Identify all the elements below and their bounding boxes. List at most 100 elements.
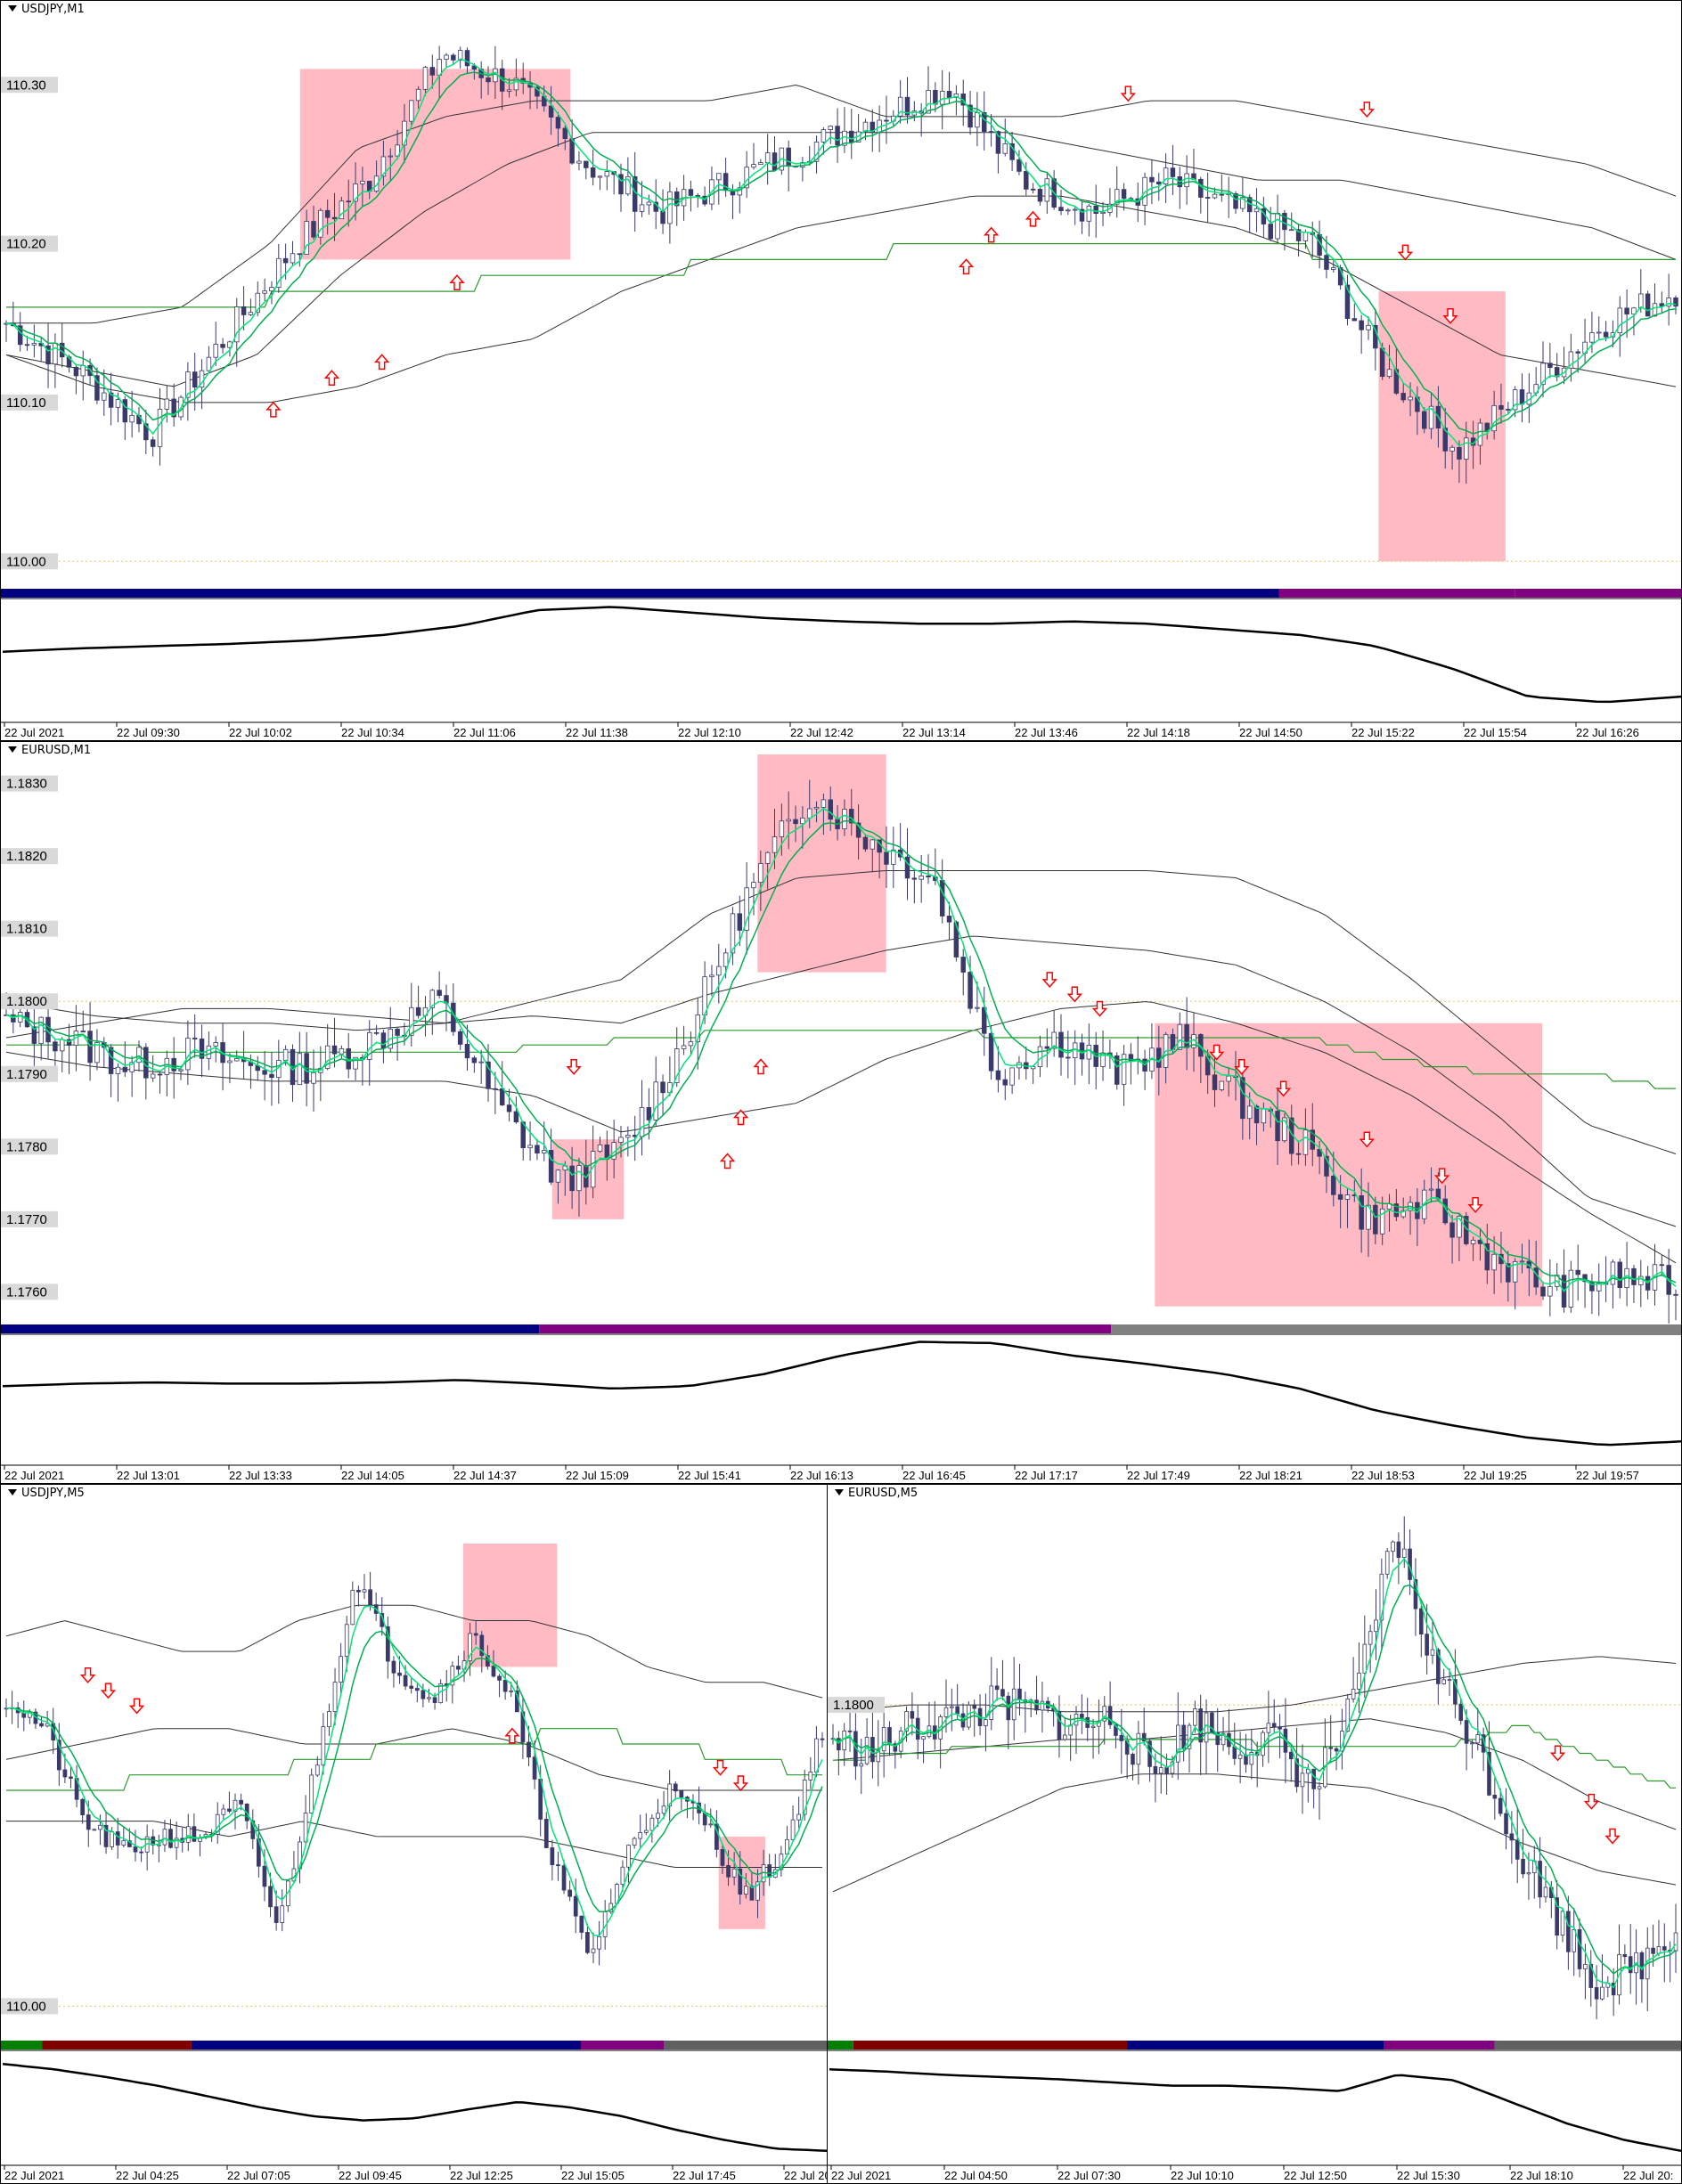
candle-body: [626, 1845, 631, 1868]
candle-body: [723, 952, 729, 967]
candle-body: [1425, 1634, 1429, 1656]
candle-body: [1492, 1794, 1498, 1799]
candle-body: [1617, 1261, 1623, 1289]
candle-body: [1068, 1724, 1073, 1736]
candle-body: [620, 1866, 625, 1885]
candle-body: [1351, 1689, 1356, 1699]
candle-body: [1611, 1983, 1616, 1996]
candle-body: [849, 130, 854, 143]
candle-body: [772, 836, 778, 853]
candle-body: [168, 1829, 173, 1848]
candle-body: [1662, 1946, 1667, 1951]
candle-body: [157, 408, 163, 447]
candle-body: [667, 191, 673, 224]
candle-body: [847, 1730, 853, 1732]
candle-body: [471, 1057, 478, 1063]
candle-body: [1253, 1105, 1260, 1124]
candle-body: [464, 1044, 470, 1059]
candle-body: [86, 1814, 91, 1830]
candle-body: [38, 1016, 44, 1044]
candle-body: [274, 1906, 279, 1923]
candle-body: [946, 916, 952, 923]
candle-body: [975, 112, 980, 128]
candle-body: [339, 1048, 345, 1055]
candle-body: [80, 1798, 86, 1816]
candle-body: [926, 90, 931, 114]
candle-body: [1066, 1056, 1071, 1059]
candle-body: [1512, 389, 1518, 411]
usdjpy-m5-chart[interactable]: 110.00 22 Jul 2021 22 Jul 04:25 22 Jul 07:0…: [1, 1485, 829, 2184]
candle-body: [639, 1106, 645, 1137]
price-label: 1.1800: [833, 1698, 874, 1713]
candle-body: [269, 1073, 274, 1079]
chevron-down-icon[interactable]: [8, 1489, 17, 1495]
candle-body: [1596, 1283, 1602, 1292]
sell-arrow-icon: [566, 1059, 582, 1075]
session-bar-segment: [664, 2041, 828, 2050]
candle-body: [157, 1073, 163, 1076]
sell-arrow-icon: [1359, 102, 1375, 118]
price-label-bg: [1, 1210, 58, 1227]
candle-body: [764, 152, 771, 163]
chart-pane-usdjpy-m5[interactable]: USDJPY,M5 110.00 22 Jul 2021 22 Jul 04:25 2…: [0, 1484, 829, 2184]
candle-body: [1198, 1708, 1203, 1743]
buy-arrow-icon: [504, 1727, 520, 1744]
candle-body: [1300, 1772, 1305, 1788]
price-label-bg: [1, 848, 58, 865]
candle-body: [967, 1704, 971, 1728]
candle-body: [643, 1830, 649, 1833]
highlight-box: [462, 1543, 558, 1667]
eurusd-m5-chart[interactable]: 1.1800 22 Jul 2021 22 Jul 04:50 22 Jul 07:3…: [828, 1485, 1682, 2184]
eurusd-m1-chart[interactable]: 1.1830 1.1820 1.1810 1.1800 1.1790 1.1780 1.17…: [1, 742, 1682, 1484]
candle-body: [1090, 1725, 1096, 1728]
candle-body: [1344, 284, 1351, 320]
candle-body: [220, 344, 225, 348]
candle-body: [1114, 189, 1120, 205]
session-bar-segment: [42, 2041, 192, 2050]
candle-body: [1442, 428, 1448, 452]
candle-body: [1058, 1031, 1064, 1058]
sell-arrow-icon: [1234, 1059, 1250, 1075]
candle-body: [1652, 303, 1658, 317]
candle-body: [437, 59, 442, 76]
candle-body: [1212, 1074, 1218, 1090]
candle-body: [1379, 1573, 1384, 1621]
candle-body: [1121, 189, 1127, 200]
chart-pane-usdjpy-m1[interactable]: USDJPY,M1 110.30 110.20 110.10 110.00 22 Jul…: [0, 0, 1682, 741]
candle-body: [1204, 197, 1211, 199]
candle-body: [380, 156, 387, 177]
candle-body: [946, 91, 952, 98]
chevron-down-icon[interactable]: [8, 5, 17, 12]
candle-body: [486, 1061, 491, 1089]
candle-body: [457, 50, 463, 61]
ema-fast-line: [5, 58, 1677, 447]
candle-body: [429, 67, 436, 76]
candle-body: [1504, 1813, 1508, 1835]
candle-body: [1175, 1724, 1180, 1763]
candle-body: [73, 366, 79, 377]
candle-body: [1519, 389, 1525, 405]
candle-body: [984, 1719, 988, 1726]
chart-pane-eurusd-m1[interactable]: EURUSD,M1 1.1830 1.1820 1.1810 1.1800 1.1790…: [0, 741, 1682, 1484]
time-label: 22 Jul 13:46: [1015, 726, 1078, 739]
chevron-down-icon[interactable]: [835, 1489, 844, 1495]
candle-body: [618, 174, 624, 195]
candle-body: [597, 1935, 601, 1950]
candle-body: [368, 1589, 372, 1606]
candle-body: [548, 105, 554, 118]
chevron-down-icon[interactable]: [8, 746, 17, 753]
candle-body: [171, 398, 176, 418]
candle-body: [837, 1738, 841, 1751]
candle-body: [39, 1723, 44, 1727]
candle-body: [1594, 1987, 1599, 2000]
candle-body: [591, 1948, 596, 1953]
usdjpy-m1-chart[interactable]: 110.30 110.20 110.10 110.00 22 Jul 2021 22 Ju…: [1, 1, 1682, 741]
candle-body: [625, 175, 631, 195]
candle-body: [1359, 1195, 1364, 1230]
candle-body: [1221, 1732, 1226, 1746]
candle-body: [1093, 205, 1098, 215]
chart-pane-eurusd-m5[interactable]: EURUSD,M5 1.1800 22 Jul 2021 22 Jul 04:50 2…: [827, 1484, 1682, 2184]
price-label-bg: [1, 77, 58, 94]
candle-body: [1421, 411, 1427, 429]
candle-body: [1302, 1129, 1309, 1155]
